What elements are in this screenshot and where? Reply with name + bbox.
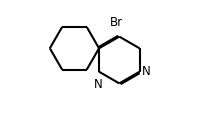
Text: N: N: [93, 78, 102, 91]
Text: Br: Br: [110, 16, 123, 29]
Text: N: N: [142, 65, 151, 78]
